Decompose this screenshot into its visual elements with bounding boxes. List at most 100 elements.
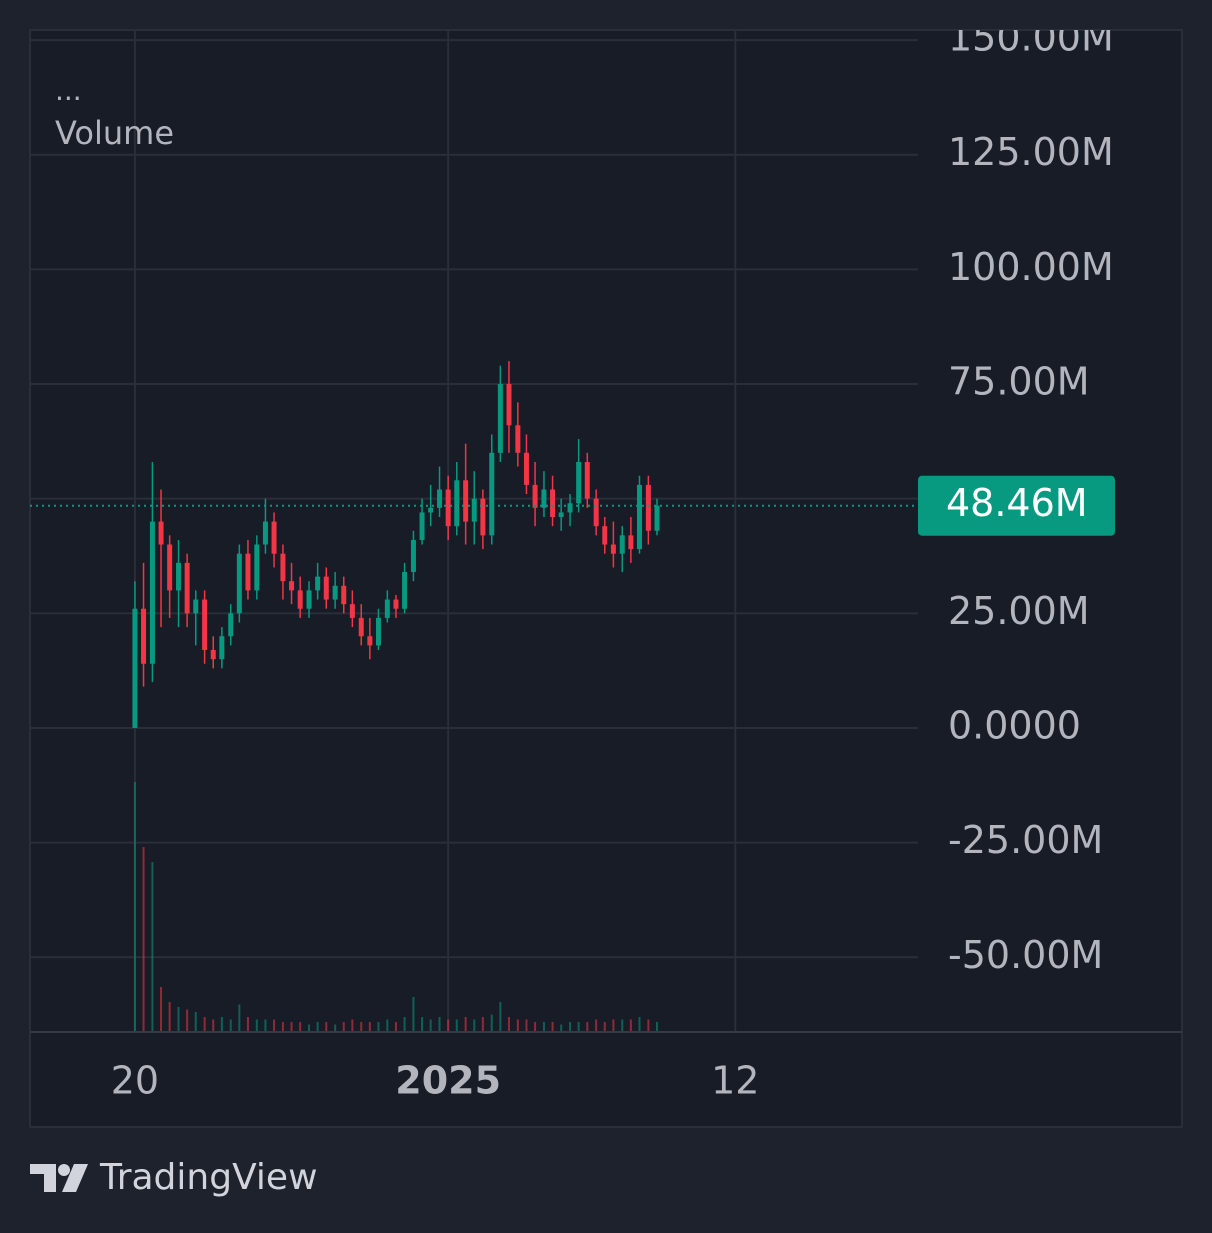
- candle-body: [141, 608, 147, 664]
- volume-bar: [499, 1002, 502, 1032]
- candle-body: [393, 599, 399, 609]
- candle-body: [349, 604, 355, 618]
- candle-body: [428, 507, 434, 513]
- y-tick-label: 75.00M: [948, 360, 1090, 404]
- x-tick-label: 2025: [395, 1059, 501, 1103]
- candle-body: [593, 498, 599, 527]
- volume-bar: [464, 1017, 467, 1032]
- candle-body: [558, 512, 564, 518]
- volume-bar: [203, 1017, 206, 1032]
- volume-bar: [655, 1022, 658, 1032]
- candle-body: [228, 613, 234, 637]
- candle-body: [132, 608, 138, 728]
- volume-bar: [160, 987, 163, 1032]
- volume-bar: [507, 1017, 510, 1032]
- candle-body: [437, 489, 443, 508]
- volume-bar: [560, 1024, 563, 1032]
- candle-body: [332, 585, 338, 600]
- candle-body: [315, 576, 321, 591]
- candle-body: [445, 489, 451, 527]
- candle-body: [506, 384, 512, 426]
- y-tick-label: 0.0000: [948, 703, 1081, 747]
- volume-bar: [325, 1022, 328, 1032]
- y-tick-label: -50.00M: [948, 933, 1103, 977]
- y-tick-label: 125.00M: [948, 130, 1114, 174]
- volume-bar: [612, 1019, 615, 1032]
- candle-body: [489, 452, 495, 536]
- volume-bar: [438, 1017, 441, 1032]
- volume-bar: [351, 1019, 354, 1032]
- volume-bar: [403, 1017, 406, 1032]
- candle-body: [254, 544, 260, 591]
- volume-bar: [212, 1019, 215, 1032]
- legend-menu[interactable]: ...: [55, 74, 82, 107]
- candle-body: [541, 489, 547, 508]
- volume-bar: [525, 1019, 528, 1032]
- volume-bar: [290, 1022, 293, 1032]
- volume-bar: [299, 1022, 302, 1032]
- volume-bar: [377, 1022, 380, 1032]
- volume-bar: [551, 1022, 554, 1032]
- candle-body: [202, 599, 208, 651]
- chart-frame: [29, 29, 1183, 1128]
- volume-bar: [316, 1022, 319, 1032]
- volume-bar: [186, 1009, 189, 1032]
- volume-bar: [542, 1022, 545, 1032]
- last-price-label: 48.46M: [946, 481, 1088, 525]
- volume-bar: [255, 1019, 258, 1032]
- candle-body: [367, 636, 373, 646]
- volume-bar: [586, 1022, 589, 1032]
- volume-bar: [647, 1019, 650, 1032]
- candle-body: [236, 553, 242, 614]
- candle-body: [523, 452, 529, 485]
- volume-bar: [360, 1022, 363, 1032]
- candle-body: [297, 590, 303, 609]
- candle-body: [402, 572, 408, 609]
- volume-bar: [386, 1019, 389, 1032]
- volume-bar: [133, 782, 136, 1032]
- candle-body: [454, 480, 460, 527]
- volume-bar: [194, 1012, 197, 1032]
- volume-bar: [394, 1022, 397, 1032]
- x-tick-label: 12: [711, 1059, 759, 1103]
- candle-body: [550, 489, 556, 518]
- volume-bar: [577, 1022, 580, 1032]
- candle-body: [628, 535, 634, 550]
- volume-bar: [429, 1019, 432, 1032]
- candle-body: [210, 650, 216, 660]
- volume-bar: [481, 1017, 484, 1032]
- candle-body: [619, 535, 625, 554]
- brand: TradingView: [99, 1157, 318, 1198]
- candle-body: [636, 484, 642, 550]
- volume-bar: [238, 1004, 241, 1032]
- candle-body: [271, 521, 277, 554]
- volume-bar: [151, 862, 154, 1032]
- last-price-badge: [918, 475, 1115, 536]
- candle-body: [410, 539, 416, 573]
- volume-bar: [412, 997, 415, 1032]
- candle-body: [262, 521, 268, 545]
- volume-bar: [177, 1007, 180, 1032]
- volume-bar: [473, 1019, 476, 1032]
- y-tick-label: -25.00M: [948, 818, 1103, 862]
- volume-bar: [595, 1019, 598, 1032]
- candle-body: [645, 484, 651, 531]
- volume-bar: [229, 1019, 232, 1032]
- volume-bar: [168, 1002, 171, 1032]
- volume-bar: [334, 1024, 337, 1032]
- candle-body: [610, 544, 616, 554]
- candle-body: [463, 480, 469, 522]
- volume-bar: [603, 1022, 606, 1032]
- candle-body: [515, 425, 521, 453]
- volume-bar: [342, 1022, 345, 1032]
- candle-body: [375, 617, 381, 646]
- volume-bar: [455, 1019, 458, 1032]
- volume-bar: [447, 1019, 450, 1032]
- volume-bar: [264, 1019, 267, 1032]
- candle-body: [158, 521, 164, 545]
- candle-body: [532, 484, 538, 508]
- candle-body: [576, 461, 582, 504]
- candle-body: [323, 576, 329, 600]
- candle-body: [245, 553, 251, 591]
- volume-bar: [629, 1019, 632, 1032]
